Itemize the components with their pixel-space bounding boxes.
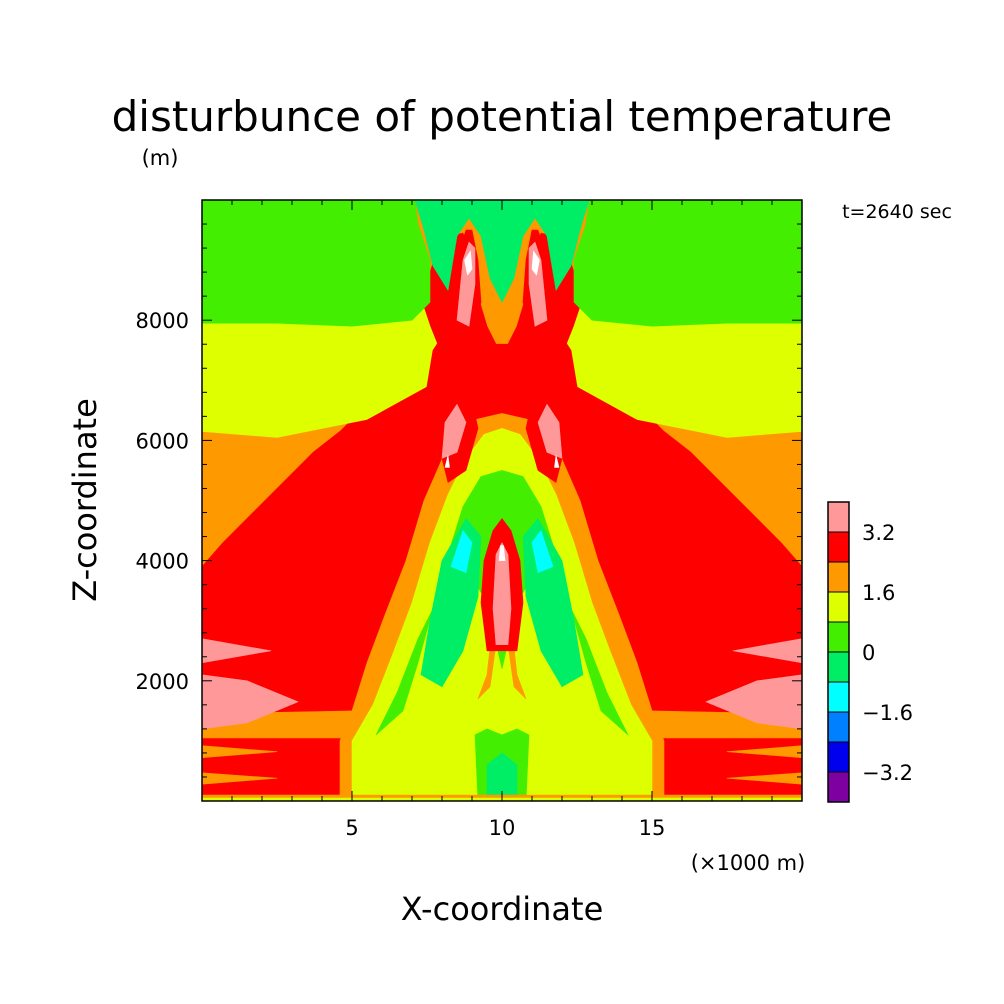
- x-tick-label: 10: [489, 816, 516, 840]
- contour-field: [202, 200, 802, 801]
- x-axis-label: X-coordinate: [401, 890, 604, 928]
- contour-region-33: [441, 403, 467, 459]
- contour-region-4: [726, 772, 802, 785]
- contour-region-3: [202, 772, 278, 785]
- contour-region-38: [202, 638, 272, 664]
- contour-region-24: [498, 545, 506, 561]
- colorbar: −3.2 −1.6 0 1.6 3.2: [827, 501, 913, 803]
- contour-region-11: [573, 200, 802, 327]
- contour-region-17: [450, 530, 473, 573]
- colorbar-frame: [827, 501, 850, 803]
- contour-region-23: [492, 542, 512, 646]
- contour-region-39: [732, 638, 802, 664]
- colorbar-band-6: [827, 591, 850, 623]
- colorbar-band-7: [827, 561, 850, 593]
- contour-region-12: [414, 200, 590, 303]
- contour-region-35: [444, 455, 450, 468]
- contour-region-18: [531, 530, 554, 573]
- x-tick-label: 15: [639, 816, 666, 840]
- colorbar-band-1: [827, 741, 850, 773]
- y-axis-label: Z-coordinate: [66, 398, 104, 602]
- contour-region-26: [525, 331, 578, 483]
- axis-ticks: 5 10 15 2000 4000 6000 8000: [136, 199, 803, 840]
- contour-region-6: [726, 745, 802, 759]
- colorbar-tick-label: 0: [862, 641, 875, 665]
- colorbar-band-0: [827, 771, 850, 803]
- colorbar-band-3: [827, 681, 850, 713]
- y-tick-label: 2000: [136, 670, 189, 694]
- colorbar-tick-label: −1.6: [862, 701, 913, 725]
- y-tick-label: 6000: [136, 429, 189, 453]
- x-unit-label: (×1000 m): [691, 851, 806, 875]
- units-label: (m): [142, 146, 179, 170]
- x-tick-label: 5: [345, 816, 358, 840]
- colorbar-band-9: [827, 501, 850, 533]
- contour-region-34: [537, 403, 563, 459]
- y-tick-label: 8000: [136, 309, 189, 333]
- y-tick-label: 4000: [136, 550, 189, 574]
- contour-region-5: [202, 745, 278, 759]
- colorbar-band-4: [827, 651, 850, 683]
- colorbar-tick-label: 3.2: [862, 521, 895, 545]
- contour-region-32: [531, 250, 540, 276]
- chart-title: disturbunce of potential temperature: [112, 92, 893, 141]
- contour-region-31: [464, 250, 473, 276]
- contour-region-20: [486, 752, 518, 801]
- colorbar-band-8: [827, 531, 850, 563]
- contour-region-37: [495, 343, 509, 363]
- contour-region-36: [554, 455, 560, 468]
- colorbar-tick-label: 1.6: [862, 581, 895, 605]
- contour-region-25: [426, 331, 479, 483]
- colorbar-band-5: [827, 621, 850, 653]
- contour-region-10: [202, 200, 431, 327]
- time-label: t=2640 sec: [842, 201, 952, 223]
- colorbar-band-2: [827, 711, 850, 743]
- contour-region-41: [705, 674, 802, 730]
- contour-region-40: [202, 674, 299, 730]
- colorbar-tick-label: −3.2: [862, 761, 913, 785]
